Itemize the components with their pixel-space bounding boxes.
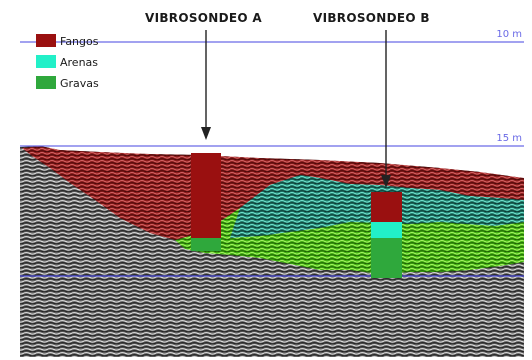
fangos-layer [22, 146, 524, 240]
legend-label-fangos: Fangos [60, 35, 99, 48]
gravas-layer [175, 208, 524, 274]
column-a-fangos [191, 153, 221, 238]
column-a-gravas [191, 238, 221, 251]
legend-swatch-arenas [36, 55, 56, 68]
legend-label-gravas: Gravas [60, 77, 99, 90]
vibrosondeo-b-label: VIBROSONDEO B [313, 11, 430, 25]
vibrosondeo-a-column [191, 153, 221, 251]
legend: Fangos Arenas Gravas [36, 34, 99, 90]
depth-label-10m: 10 m [496, 29, 522, 40]
column-b-gravas [371, 238, 402, 278]
arrow-b [381, 30, 391, 188]
vibrosondeo-a-label: VIBROSONDEO A [145, 11, 262, 25]
column-b-fangos [371, 192, 402, 222]
column-b-arenas [371, 222, 402, 238]
legend-swatch-fangos [36, 34, 56, 47]
vibrosondeo-b-column [371, 192, 402, 278]
legend-swatch-gravas [36, 76, 56, 89]
arrow-a [201, 30, 211, 140]
depth-label-15m: 15 m [496, 133, 522, 144]
legend-label-arenas: Arenas [60, 56, 98, 69]
